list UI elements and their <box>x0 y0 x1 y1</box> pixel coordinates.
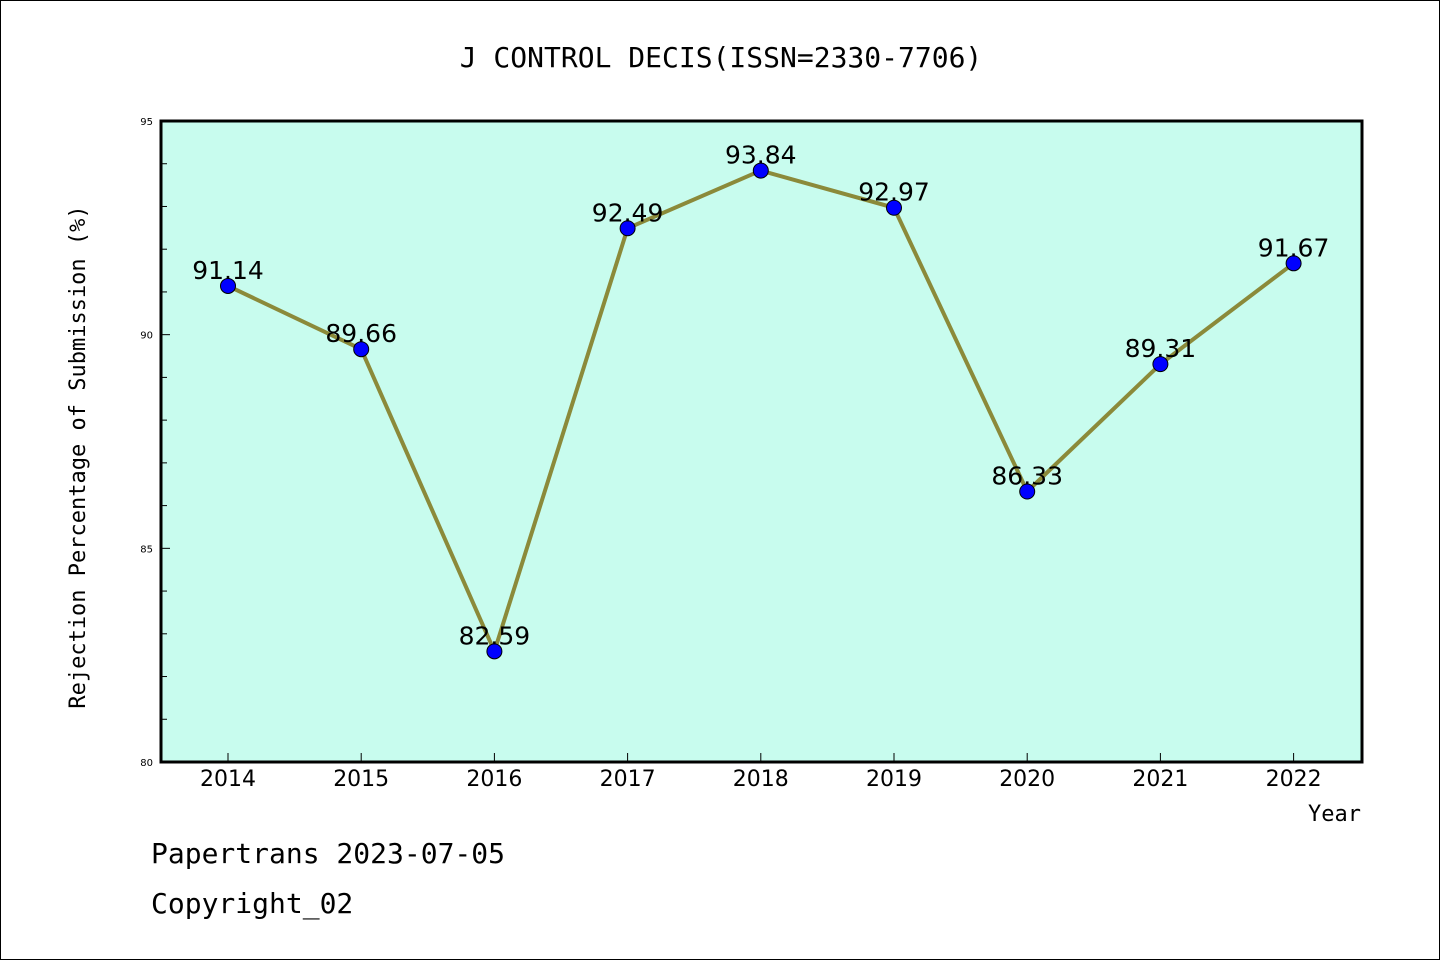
data-label: 93.84 <box>725 141 797 170</box>
data-point <box>1152 356 1169 373</box>
data-label: 91.67 <box>1258 233 1330 262</box>
data-point <box>353 341 370 358</box>
data-label: 91.14 <box>192 256 264 285</box>
data-label: 89.66 <box>325 319 397 348</box>
data-label: 82.59 <box>459 621 531 650</box>
x-axis-ticks: 2014 2015 2016 2017 2018 2019 2020 2021 2022 <box>200 753 1322 792</box>
x-tick-label: 2021 <box>1132 767 1188 792</box>
data-label: 92.49 <box>592 198 664 227</box>
data-point <box>886 199 902 216</box>
data-label: 86.33 <box>991 461 1063 490</box>
data-point <box>1285 255 1302 272</box>
x-tick-label: 2017 <box>600 767 656 792</box>
data-point <box>486 643 503 660</box>
series-layer: 91.14 89.66 82.59 92.49 93.84 92.97 86.33 89.31… <box>192 141 1330 660</box>
x-tick-label: 2015 <box>333 767 389 792</box>
y-tick-label: 90 <box>140 331 153 342</box>
data-point <box>1019 483 1036 500</box>
x-tick-label: 2018 <box>733 767 789 792</box>
x-tick-label: 2014 <box>200 767 256 792</box>
data-label: 92.97 <box>858 178 930 207</box>
x-tick-label: 2022 <box>1266 767 1322 792</box>
x-axis-label: Year <box>1308 802 1361 827</box>
data-point <box>619 220 636 237</box>
x-tick-label: 2019 <box>866 767 922 792</box>
x-tick-label: 2020 <box>999 767 1055 792</box>
y-tick-label: 80 <box>140 758 153 769</box>
footer-copyright-line: Copyright_02 <box>151 887 354 920</box>
data-point <box>752 162 769 179</box>
data-label: 89.31 <box>1125 334 1197 363</box>
chart-title: J CONTROL DECIS(ISSN=2330-7706) <box>460 41 983 74</box>
plot-area <box>161 121 1362 762</box>
plot-frame <box>159 119 1364 764</box>
y-tick-label: 85 <box>140 544 153 555</box>
data-point <box>220 277 236 294</box>
y-axis-label: Rejection Percentage of Submission (%) <box>66 205 91 708</box>
footer-date-line: Papertrans 2023-07-05 <box>151 837 506 870</box>
y-tick-label: 95 <box>140 117 153 128</box>
x-tick-label: 2016 <box>466 767 522 792</box>
